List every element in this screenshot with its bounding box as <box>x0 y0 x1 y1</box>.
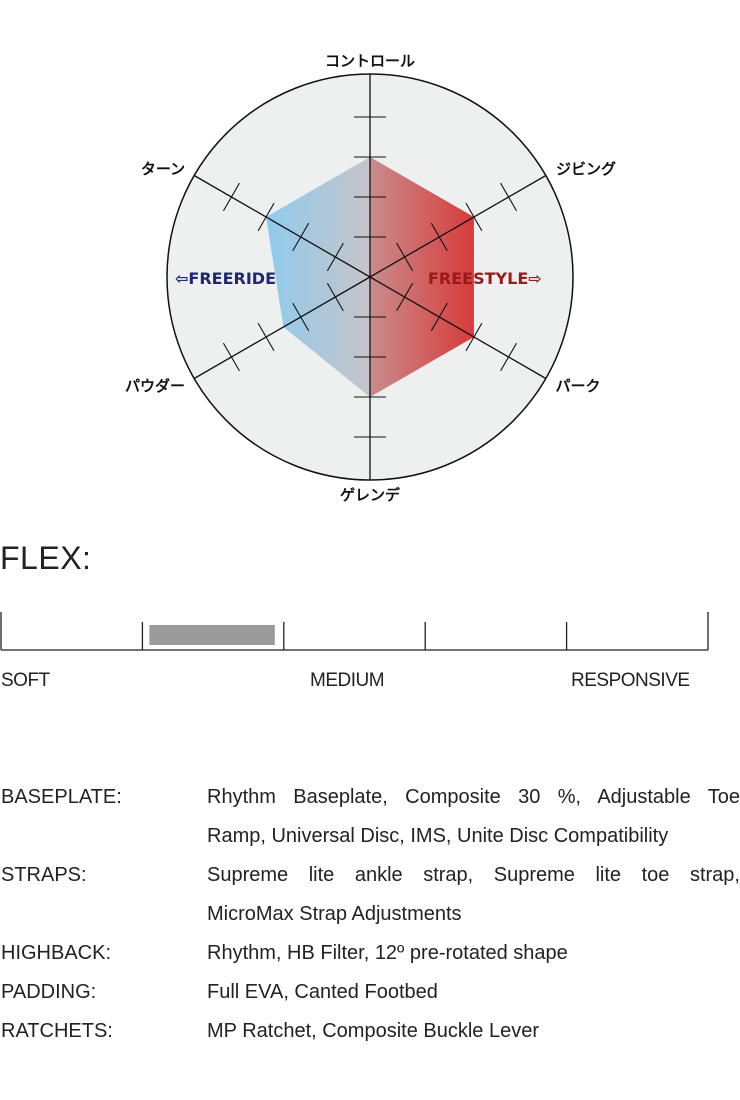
radar-tick <box>326 242 344 272</box>
radar-tick <box>396 282 414 312</box>
radar-tick <box>257 322 275 352</box>
spec-value: MP Ratchet, Composite Buckle Lever <box>207 1012 740 1051</box>
radar-tick <box>292 222 310 252</box>
spec-label: BASEPLATE: <box>1 786 122 808</box>
radar-axis-line <box>193 174 371 278</box>
spec-value-line: Full EVA, Canted Footbed <box>207 981 438 1003</box>
flex-title: FLEX: <box>0 540 92 576</box>
flex-level-fill <box>149 625 275 645</box>
flex-label-soft: SOFT <box>1 670 50 691</box>
radar-tick <box>465 202 483 232</box>
radar-tick <box>430 222 448 252</box>
spec-label: PADDING: <box>1 981 97 1003</box>
spec-value-line: Rhythm Baseplate, Composite 30 %, Adjust… <box>207 786 740 808</box>
radar-axis-line <box>369 174 547 278</box>
radar-axis-label: ゲレンデ <box>340 486 401 504</box>
radar-tick <box>430 302 448 332</box>
freestyle-label: FREESTYLE⇨ <box>428 269 542 288</box>
radar-axis-label: ジビング <box>556 160 616 178</box>
radar-axis-line <box>369 276 547 380</box>
flex-bar <box>0 612 709 651</box>
radar-tick <box>396 242 414 272</box>
radar-axis-label: パーク <box>555 377 600 395</box>
radar-tick <box>222 182 240 212</box>
spec-label: STRAPS: <box>1 864 87 886</box>
spec-value: Rhythm, HB Filter, 12º pre-rotated shape <box>207 934 740 973</box>
freeride-label: ⇦FREERIDE <box>175 269 276 288</box>
spec-label: RATCHETS: <box>1 1020 113 1042</box>
radar-axis-label: ターン <box>141 160 185 178</box>
radar-axis-label: コントロール <box>325 52 415 70</box>
radar-tick <box>465 322 483 352</box>
spec-label: HIGHBACK: <box>1 942 112 964</box>
spec-value: Supreme lite ankle strap, Supreme lite t… <box>207 856 740 934</box>
radar-tick <box>222 342 240 372</box>
spec-value-line: Ramp, Universal Disc, IMS, Unite Disc Co… <box>207 825 669 847</box>
radar-tick <box>257 202 275 232</box>
flex-label-medium: MEDIUM <box>310 670 385 691</box>
spec-value-line: Supreme lite ankle strap, Supreme lite t… <box>207 864 740 886</box>
radar-tick <box>500 182 518 212</box>
spec-value-line: MicroMax Strap Adjustments <box>207 903 462 925</box>
spec-value-line: MP Ratchet, Composite Buckle Lever <box>207 1020 540 1042</box>
radar-tick <box>500 342 518 372</box>
spec-value: Rhythm Baseplate, Composite 30 %, Adjust… <box>207 778 740 856</box>
flex-label-responsive: RESPONSIVE <box>571 670 690 691</box>
spec-value-line: Rhythm, HB Filter, 12º pre-rotated shape <box>207 942 568 964</box>
radar-tick <box>326 282 344 312</box>
spec-value: Full EVA, Canted Footbed <box>207 973 740 1012</box>
radar-axis-line <box>193 276 371 380</box>
radar-axis-label: パウダー <box>125 377 185 395</box>
radar-tick <box>292 302 310 332</box>
